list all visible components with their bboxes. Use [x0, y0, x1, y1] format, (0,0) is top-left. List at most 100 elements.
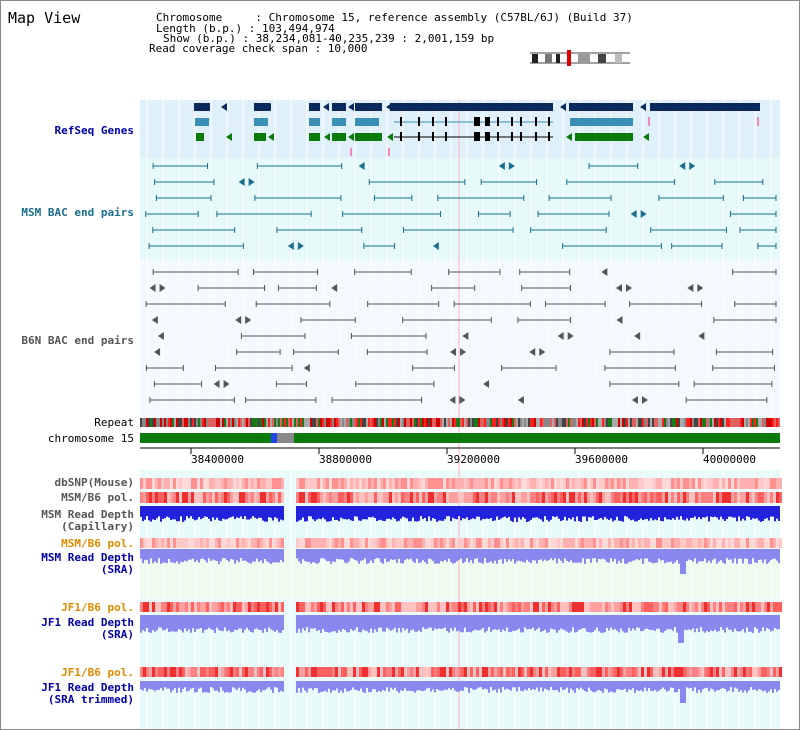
repeat-segment [762, 418, 764, 427]
jf1-depth-trimmed-bar [350, 681, 352, 691]
jf1-b6-pol-segment [470, 667, 473, 677]
track-label-msm-depth-capillary[interactable]: MSM Read Depth [41, 508, 134, 521]
jf1-depth-trimmed-bar [702, 681, 704, 690]
repeat-segment [606, 418, 608, 427]
jf1-b6-pol-segment [488, 602, 491, 612]
repeat-segment [566, 418, 568, 427]
jf1-b6-pol-segment [260, 667, 263, 677]
repeat-segment [552, 418, 554, 427]
jf1-depth-trimmed-bar [200, 681, 202, 688]
jf1-b6-pol-segment [689, 667, 692, 677]
msm-b6-pol-segment [407, 538, 410, 548]
msm-depth-capillary-bar [688, 506, 690, 521]
msm-b6-pol-segment [680, 538, 683, 548]
msm-b6-pol-segment [218, 492, 221, 503]
msm-depth-sra-bar [428, 549, 430, 559]
repeat-segment [290, 418, 292, 427]
jf1-depth-trimmed-bar [222, 681, 224, 691]
track-label-refseq-genes[interactable]: RefSeq Genes [54, 124, 134, 137]
msm-b6-pol-segment [269, 538, 272, 548]
repeat-segment [312, 418, 314, 427]
jf1-depth-sra-bar [602, 615, 604, 633]
jf1-depth-trimmed-bar [620, 681, 622, 691]
repeat-segment [288, 418, 290, 427]
repeat-segment [664, 418, 666, 427]
repeat-segment [728, 418, 730, 427]
jf1-depth-trimmed-bar [502, 681, 504, 688]
jf1-depth-sra-bar [418, 615, 420, 631]
jf1-b6-pol-segment [467, 602, 470, 612]
exon-mark [400, 117, 402, 126]
jf1-depth-sra-bar [734, 615, 736, 629]
track-label-repeat[interactable]: Repeat [94, 416, 134, 429]
gene-arrow [387, 133, 393, 141]
repeat-segment [236, 418, 238, 427]
msm-b6-pol-segment [731, 492, 734, 503]
msm-b6-pol-segment [152, 492, 155, 503]
msm-depth-sra-bar [628, 549, 630, 563]
msm-b6-pol-segment [266, 492, 269, 503]
track-label-jf1-depth-trimmed[interactable]: JF1 Read Depth [41, 681, 134, 694]
msm-b6-pol-segment [716, 538, 719, 548]
dbsnp-segment [614, 478, 617, 489]
repeat-segment [588, 418, 590, 427]
msm-b6-pol-segment [773, 538, 776, 548]
msm-b6-pol-segment [689, 492, 692, 503]
dbsnp-segment [251, 478, 254, 489]
jf1-depth-trimmed-bar [484, 681, 486, 689]
dbsnp-segment [440, 478, 443, 489]
jf1-b6-pol-segment [623, 602, 626, 612]
msm-b6-pol-segment [686, 492, 689, 503]
dbsnp-segment [464, 478, 467, 489]
track-label-msm-b6-pol[interactable]: MSM/B6 pol. [61, 491, 134, 504]
jf1-depth-sra-bar [446, 615, 448, 632]
track-label-dbsnp[interactable]: dbSNP(Mouse) [54, 476, 134, 489]
dbsnp-segment [521, 478, 524, 489]
jf1-depth-trimmed-bar [688, 681, 690, 689]
track-label-msm-b6-pol-2[interactable]: MSM/B6 pol. [61, 537, 134, 550]
jf1-depth-sra-bar [596, 615, 598, 628]
b6n-bac-end-arrow [529, 348, 536, 356]
jf1-b6-pol-segment [686, 667, 689, 677]
jf1-depth-trimmed-bar [180, 681, 182, 693]
track-label-jf1-depth-sra[interactable]: JF1 Read Depth [41, 616, 134, 629]
track-label-msm-depth-sra[interactable]: MSM Read Depth [41, 551, 134, 564]
jf1-depth-trimmed-bar [450, 681, 452, 690]
track-label-msm-bac[interactable]: MSM BAC end pairs [21, 206, 134, 219]
msm-bac-end-arrow [358, 162, 365, 170]
track-label-jf1-b6-pol[interactable]: JF1/B6 pol. [61, 601, 134, 614]
refseq-gene-bar [650, 103, 760, 111]
msm-depth-sra-bar [336, 549, 338, 559]
msm-depth-sra-bar [732, 549, 734, 564]
jf1-b6-pol-segment [527, 602, 530, 612]
jf1-depth-sra-bar [414, 615, 416, 632]
show-range-info: Show (b.p.) : 38,234,081-40,235,239 : 2,… [163, 32, 495, 45]
jf1-depth-trimmed-bar [344, 681, 346, 689]
dbsnp-segment [146, 478, 149, 489]
msm-depth-sra-bar [586, 549, 588, 559]
msm-b6-pol-segment [752, 492, 755, 503]
exon-mark [520, 132, 522, 141]
msm-depth-sra-bar [188, 549, 190, 560]
jf1-depth-trimmed-bar [744, 681, 746, 691]
b6n-bac-end-arrow [245, 316, 252, 324]
msm-b6-pol-segment [140, 538, 143, 548]
ideogram-band [615, 54, 622, 63]
repeat-segment [178, 418, 180, 427]
jf1-b6-pol-segment [395, 667, 398, 677]
msm-depth-capillary-bar [382, 506, 384, 521]
repeat-segment [650, 418, 652, 427]
msm-b6-pol-segment [335, 538, 338, 548]
msm-depth-capillary-bar [408, 506, 410, 522]
jf1-b6-pol-segment [644, 602, 647, 612]
track-label-b6n-bac[interactable]: B6N BAC end pairs [21, 334, 134, 347]
gene-arrow [265, 103, 271, 111]
msm-b6-pol-segment [608, 538, 611, 548]
track-label-jf1-b6-pol-2[interactable]: JF1/B6 pol. [61, 666, 134, 679]
repeat-segment [390, 418, 392, 427]
msm-b6-pol-segment [644, 492, 647, 503]
jf1-depth-sra-bar [728, 615, 730, 630]
msm-depth-capillary-bar [536, 506, 538, 518]
jf1-depth-sra-bar [548, 615, 550, 633]
